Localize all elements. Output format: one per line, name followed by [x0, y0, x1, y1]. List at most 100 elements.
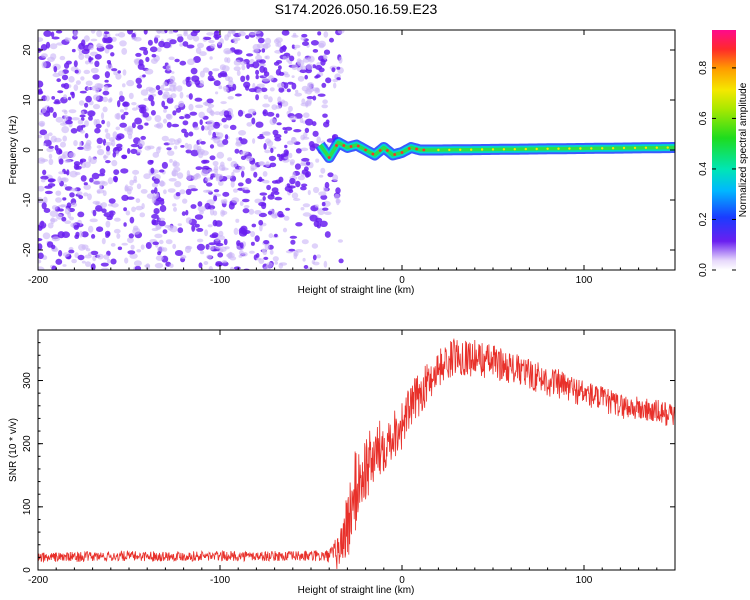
noise-dot [110, 258, 117, 265]
noise-dot [216, 136, 222, 140]
noise-dot [168, 138, 176, 143]
noise-dot [96, 190, 101, 194]
noise-dot [174, 250, 184, 256]
noise-dot [245, 178, 252, 184]
noise-dot [213, 80, 221, 87]
noise-dot [154, 187, 158, 194]
noise-dot [42, 232, 51, 240]
noise-dot [255, 54, 263, 61]
noise-dot [60, 204, 67, 208]
noise-dot [160, 85, 165, 91]
noise-dot [297, 51, 301, 57]
noise-dot [255, 253, 260, 258]
noise-dot [217, 235, 225, 241]
noise-dot [114, 146, 123, 152]
noise-dot [38, 134, 43, 139]
noise-dot [293, 198, 301, 201]
noise-dot [75, 165, 82, 170]
noise-dot [311, 243, 319, 249]
noise-dot [90, 67, 99, 74]
noise-dot [99, 168, 106, 175]
noise-dot [91, 172, 100, 180]
noise-dot [44, 185, 53, 189]
noise-dot [215, 91, 219, 95]
noise-dot [202, 67, 210, 73]
noise-dot [123, 207, 127, 212]
noise-dot [172, 160, 178, 167]
noise-dot [143, 98, 150, 101]
noise-dot [329, 37, 334, 43]
noise-dot [338, 258, 344, 264]
noise-dot [105, 64, 113, 70]
noise-dot [179, 43, 184, 47]
colorbar-gradient [712, 30, 736, 270]
noise-dot [291, 192, 299, 199]
noise-dot [224, 134, 229, 140]
top-x-tick-label: -200 [28, 275, 48, 286]
noise-dot [280, 153, 288, 158]
noise-dot [40, 178, 46, 183]
noise-dot [43, 30, 52, 37]
noise-dot [63, 82, 70, 90]
noise-dot [312, 95, 317, 101]
noise-dot [113, 228, 121, 234]
noise-dot [125, 210, 131, 216]
noise-dot [130, 148, 138, 154]
noise-dot [185, 188, 192, 195]
noise-dot [220, 72, 228, 78]
top-x-tick-label: 0 [399, 275, 405, 286]
noise-dot [212, 160, 219, 167]
noise-dot [223, 87, 230, 93]
noise-dot [289, 55, 295, 62]
noise-dot [278, 176, 284, 183]
noise-dot [102, 36, 108, 44]
noise-dot [208, 39, 215, 44]
noise-dot [295, 222, 303, 227]
noise-dot [150, 100, 155, 107]
noise-dot [100, 112, 105, 120]
noise-dot [78, 244, 86, 251]
noise-dot [270, 147, 274, 154]
noise-dot [216, 151, 225, 159]
noise-dot [199, 70, 205, 78]
noise-dot [253, 171, 258, 178]
noise-dot [190, 188, 198, 192]
noise-dot [203, 261, 209, 265]
noise-dot [250, 241, 255, 246]
noise-dot [236, 240, 241, 247]
noise-dot [151, 219, 159, 226]
noise-dot [95, 118, 101, 126]
noise-dot [281, 30, 290, 36]
noise-dot [157, 246, 165, 253]
noise-dot [321, 201, 326, 207]
noise-dot [188, 93, 193, 100]
noise-dot [76, 191, 83, 196]
noise-dot [197, 201, 203, 207]
noise-dot [198, 262, 203, 269]
noise-dot [101, 119, 105, 125]
noise-dot [190, 31, 198, 37]
noise-dot [174, 180, 182, 188]
noise-dot [238, 229, 248, 237]
noise-dot [81, 231, 89, 238]
colorbar-tick-label: 0.8 [698, 61, 709, 75]
noise-dot [215, 242, 224, 247]
noise-dot [193, 126, 200, 131]
noise-dot [273, 191, 280, 196]
noise-dot [127, 250, 136, 255]
ridge-peak [644, 146, 648, 149]
noise-dot [148, 87, 156, 94]
noise-dot [201, 169, 209, 177]
noise-dot [246, 53, 254, 57]
noise-dot [182, 120, 189, 126]
noise-dot [157, 90, 163, 96]
noise-dot [148, 94, 154, 102]
noise-dot [283, 130, 288, 134]
noise-dot [185, 209, 189, 216]
noise-dot [308, 58, 312, 62]
noise-dot [108, 137, 115, 142]
noise-dot [212, 131, 217, 139]
noise-dot [320, 194, 328, 200]
noise-dot [113, 169, 120, 176]
noise-dot [251, 117, 256, 125]
